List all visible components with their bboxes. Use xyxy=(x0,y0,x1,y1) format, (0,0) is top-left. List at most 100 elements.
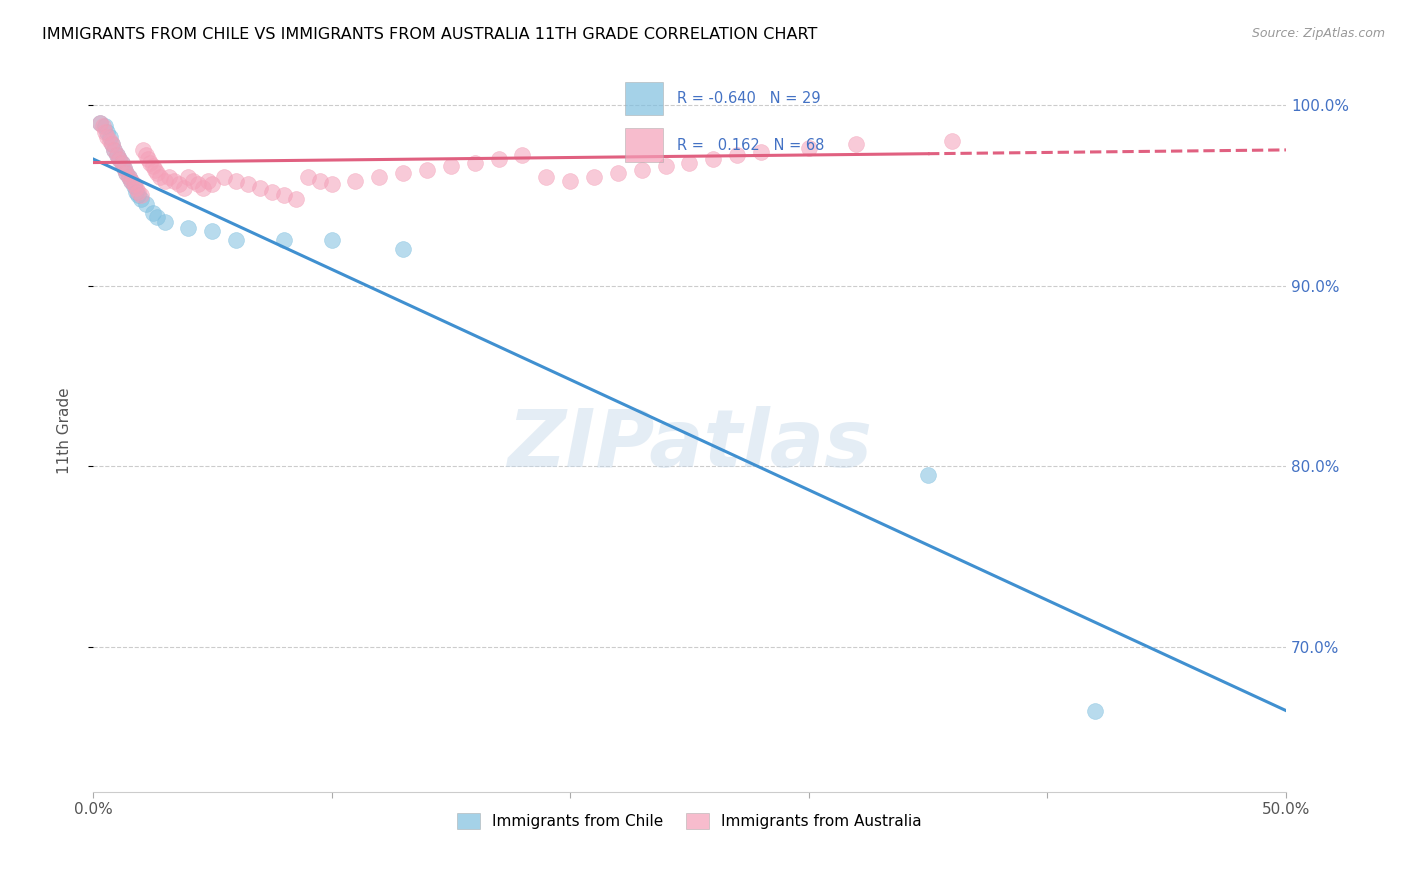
Point xyxy=(146,166,169,180)
Point xyxy=(125,185,148,199)
Point xyxy=(142,159,165,173)
Point xyxy=(749,145,772,159)
Point xyxy=(153,215,176,229)
Point xyxy=(512,148,534,162)
Point xyxy=(201,178,224,192)
Point xyxy=(725,148,748,162)
Point xyxy=(167,178,190,192)
Point xyxy=(96,130,118,145)
Point xyxy=(98,130,121,145)
Point xyxy=(177,169,200,184)
Point xyxy=(284,192,307,206)
Point xyxy=(344,174,367,188)
Point xyxy=(917,468,939,483)
Point xyxy=(630,162,652,177)
Point xyxy=(464,155,486,169)
Point xyxy=(157,169,180,184)
Point xyxy=(153,174,176,188)
Text: Source: ZipAtlas.com: Source: ZipAtlas.com xyxy=(1251,27,1385,40)
Point xyxy=(129,192,152,206)
Bar xyxy=(626,128,664,161)
Y-axis label: 11th Grade: 11th Grade xyxy=(58,387,72,474)
Point xyxy=(115,166,138,180)
Point xyxy=(297,169,319,184)
Point xyxy=(163,174,186,188)
Point xyxy=(225,174,247,188)
Point xyxy=(136,152,159,166)
Point xyxy=(702,152,724,166)
Point xyxy=(103,143,125,157)
Point xyxy=(260,185,283,199)
Bar xyxy=(626,81,664,115)
Text: R = -0.640   N = 29: R = -0.640 N = 29 xyxy=(678,90,821,105)
Point xyxy=(321,178,343,192)
Point xyxy=(120,174,142,188)
Point xyxy=(134,197,156,211)
Point xyxy=(149,169,172,184)
Point xyxy=(321,233,343,247)
Point xyxy=(105,148,128,162)
Point xyxy=(96,125,118,139)
Point xyxy=(249,181,271,195)
Point xyxy=(416,162,439,177)
Point xyxy=(187,178,209,192)
Point xyxy=(89,116,111,130)
Point xyxy=(173,181,195,195)
Legend: Immigrants from Chile, Immigrants from Australia: Immigrants from Chile, Immigrants from A… xyxy=(451,806,928,835)
Point xyxy=(560,174,582,188)
Text: ZIPatlas: ZIPatlas xyxy=(508,406,872,483)
Point xyxy=(101,137,124,152)
Point xyxy=(606,166,628,180)
Point xyxy=(108,152,131,166)
Point xyxy=(118,169,141,184)
Point xyxy=(392,166,415,180)
Point xyxy=(273,233,295,247)
Point xyxy=(143,162,166,177)
Point xyxy=(101,137,124,152)
Point xyxy=(142,206,165,220)
Point xyxy=(536,169,558,184)
Point xyxy=(122,178,145,192)
Point xyxy=(120,174,142,188)
Point xyxy=(440,159,463,173)
Point xyxy=(91,120,114,134)
Point xyxy=(236,178,259,192)
Point xyxy=(89,116,111,130)
Point xyxy=(308,174,330,188)
Point xyxy=(103,143,125,157)
Point xyxy=(273,188,295,202)
Point xyxy=(94,125,117,139)
Point xyxy=(105,148,128,162)
Point xyxy=(122,179,145,194)
Point xyxy=(201,224,224,238)
Text: IMMIGRANTS FROM CHILE VS IMMIGRANTS FROM AUSTRALIA 11TH GRADE CORRELATION CHART: IMMIGRANTS FROM CHILE VS IMMIGRANTS FROM… xyxy=(42,27,817,42)
Point xyxy=(654,159,676,173)
Point xyxy=(132,143,155,157)
Point xyxy=(115,166,138,180)
Point xyxy=(177,220,200,235)
Point xyxy=(111,155,134,169)
Text: R =   0.162   N = 68: R = 0.162 N = 68 xyxy=(678,137,824,153)
Point xyxy=(118,169,141,184)
Point xyxy=(127,188,149,202)
Point xyxy=(129,188,152,202)
Point xyxy=(111,155,134,169)
Point xyxy=(108,152,131,166)
Point xyxy=(212,169,235,184)
Point xyxy=(368,169,391,184)
Point xyxy=(197,174,219,188)
Point xyxy=(797,141,820,155)
Point xyxy=(125,181,148,195)
Point xyxy=(678,155,700,169)
Point xyxy=(134,148,156,162)
Point xyxy=(845,137,868,152)
Point xyxy=(225,233,247,247)
Point xyxy=(583,169,606,184)
Point xyxy=(112,161,135,175)
Point xyxy=(139,155,162,169)
Point xyxy=(191,181,214,195)
Point xyxy=(181,174,204,188)
Point xyxy=(488,152,510,166)
Point xyxy=(1084,704,1107,718)
Point xyxy=(94,120,117,134)
